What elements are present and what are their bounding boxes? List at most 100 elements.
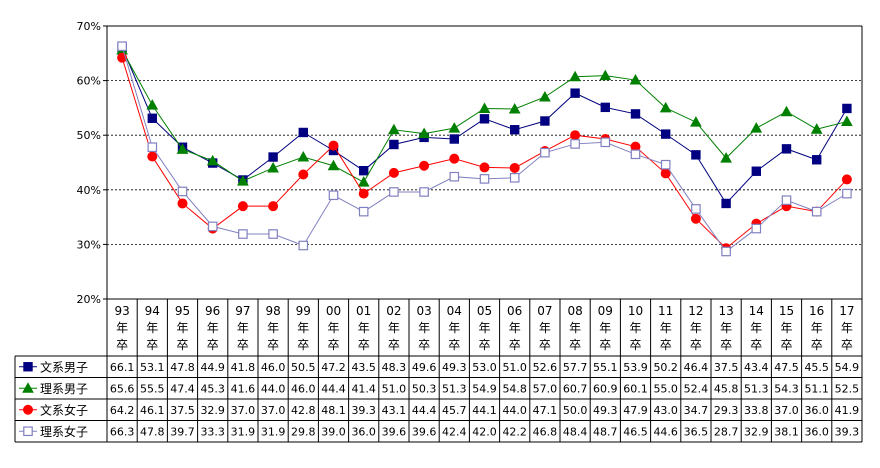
data-point (357, 176, 370, 187)
x-tick-label: 卒 (418, 338, 430, 352)
x-tick-label: 卒 (629, 338, 641, 352)
legend-key-marker (22, 382, 34, 393)
data-point (569, 70, 581, 82)
x-tick-label: 卒 (750, 338, 762, 352)
table-cell: 46.4 (684, 361, 709, 374)
table-cell: 44.9 (200, 361, 225, 374)
x-tick-label: 年 (388, 321, 400, 335)
table-cell: 31.9 (231, 425, 256, 438)
data-point (147, 142, 158, 153)
data-point (479, 114, 490, 124)
data-point (176, 143, 189, 154)
data-point (478, 102, 491, 113)
table-cell: 48.3 (382, 361, 407, 374)
x-tick-label: 卒 (841, 338, 853, 352)
data-point (600, 102, 610, 113)
x-tick-label: 04 (447, 304, 462, 318)
table-cell: 48.7 (593, 425, 618, 438)
table-cell: 52.6 (533, 361, 558, 374)
data-point (268, 229, 278, 239)
table-cell: 42.4 (442, 425, 467, 438)
data-point (238, 229, 248, 239)
table-cell: 53.0 (472, 361, 497, 374)
data-point (298, 169, 309, 180)
table-cell: 39.0 (321, 425, 346, 438)
data-point (479, 174, 490, 184)
x-tick-label: 06 (507, 304, 522, 318)
data-point (691, 150, 701, 160)
data-point (660, 168, 671, 179)
data-table: 93 年卒 94 年卒 95 年卒 96 年卒 97 年卒 98 年卒 99 年卒 00 年卒 01 年卒 02 年卒… (14, 298, 863, 443)
table-cell: 39.3 (351, 404, 376, 417)
x-tick-label: 卒 (388, 338, 400, 352)
table-cell: 55.1 (593, 361, 618, 374)
table-cell: 54.3 (774, 382, 799, 395)
data-point (297, 151, 310, 162)
data-point (842, 103, 852, 114)
table-cell: 46.8 (533, 425, 558, 438)
table-cell: 39.7 (170, 425, 195, 438)
x-tick-label: 年 (750, 321, 762, 335)
table-cell: 31.9 (261, 425, 286, 438)
table-cell: 45.3 (200, 382, 225, 395)
data-point (358, 188, 369, 199)
legend-key-marker (23, 362, 33, 372)
data-point (660, 159, 671, 170)
legend-label: 理系女子 (40, 424, 88, 439)
table-cell: 34.7 (684, 404, 709, 417)
data-point (810, 123, 823, 134)
x-tick-label: 16 (809, 304, 824, 318)
table-cell: 60.1 (623, 382, 648, 395)
x-tick-label: 年 (267, 321, 279, 335)
x-tick-label: 年 (176, 321, 188, 335)
table-cell: 46.5 (623, 425, 648, 438)
x-tick-label: 10 (628, 304, 643, 318)
table-cell: 37.5 (714, 361, 739, 374)
x-tick-label: 年 (207, 321, 219, 335)
table-cell: 28.7 (714, 425, 739, 438)
x-tick-label: 卒 (176, 338, 188, 352)
data-point (630, 109, 641, 119)
table-cell: 44.0 (261, 382, 286, 395)
legend-label: 文系男子 (40, 359, 88, 374)
table-cell: 65.6 (110, 382, 135, 395)
table-cell: 47.8 (170, 361, 195, 374)
data-point (207, 221, 218, 232)
y-tick-label: 30% (77, 238, 101, 251)
x-tick-label: 卒 (327, 338, 339, 352)
table-cell: 44.4 (321, 382, 346, 395)
data-point (117, 41, 127, 52)
table-cell: 51.3 (442, 382, 467, 395)
table-cell: 44.1 (472, 404, 497, 417)
table-cell: 51.0 (502, 361, 527, 374)
table-cell: 49.3 (442, 361, 467, 374)
data-point (811, 206, 822, 217)
x-tick-label: 年 (780, 321, 792, 335)
x-tick-label: 卒 (720, 338, 732, 352)
x-tick-label: 年 (841, 321, 853, 335)
data-point (419, 187, 429, 197)
table-cell: 33.8 (744, 404, 769, 417)
x-tick-label: 年 (569, 321, 581, 335)
table-cell: 57.7 (563, 361, 588, 374)
table-cell: 53.9 (623, 361, 648, 374)
x-tick-label: 11 (658, 304, 673, 318)
y-tick-label: 60% (77, 75, 101, 88)
table-cell: 47.2 (321, 361, 346, 374)
data-point (539, 90, 551, 102)
data-point (690, 213, 701, 224)
table-cell: 29.3 (714, 404, 739, 417)
data-point (841, 174, 852, 185)
table-cell: 36.0 (804, 425, 829, 438)
x-tick-label: 卒 (267, 338, 279, 352)
data-point (751, 166, 761, 176)
table-cell: 39.6 (412, 425, 437, 438)
x-tick-label: 年 (720, 321, 732, 335)
table-cell: 41.6 (231, 382, 256, 395)
data-point (449, 134, 460, 144)
x-tick-label: 98 (265, 304, 280, 318)
table-cell: 45.8 (714, 382, 739, 395)
x-tick-label: 卒 (569, 338, 581, 352)
data-point (388, 123, 400, 135)
data-point (630, 149, 641, 160)
